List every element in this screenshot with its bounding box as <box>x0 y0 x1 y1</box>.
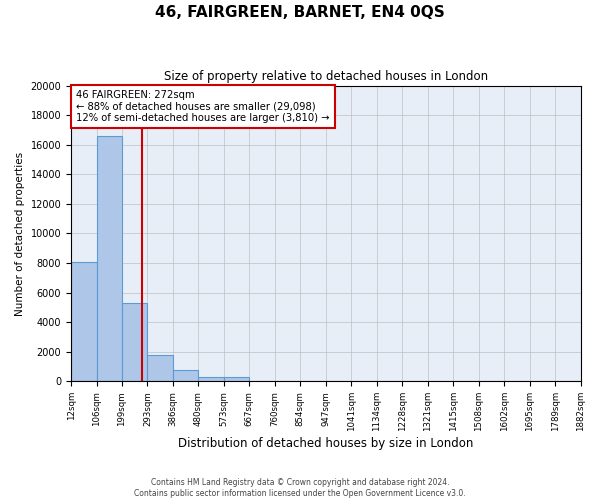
Text: 46, FAIRGREEN, BARNET, EN4 0QS: 46, FAIRGREEN, BARNET, EN4 0QS <box>155 5 445 20</box>
Y-axis label: Number of detached properties: Number of detached properties <box>15 152 25 316</box>
Bar <box>122 303 148 382</box>
Text: Contains HM Land Registry data © Crown copyright and database right 2024.
Contai: Contains HM Land Registry data © Crown c… <box>134 478 466 498</box>
Bar <box>199 377 224 382</box>
Text: 46 FAIRGREEN: 272sqm
← 88% of detached houses are smaller (29,098)
12% of semi-d: 46 FAIRGREEN: 272sqm ← 88% of detached h… <box>76 90 329 123</box>
X-axis label: Distribution of detached houses by size in London: Distribution of detached houses by size … <box>178 437 473 450</box>
Title: Size of property relative to detached houses in London: Size of property relative to detached ho… <box>164 70 488 83</box>
Bar <box>173 370 199 382</box>
Bar <box>97 136 122 382</box>
Bar <box>224 377 250 382</box>
Bar <box>148 356 173 382</box>
Bar <box>71 262 97 382</box>
